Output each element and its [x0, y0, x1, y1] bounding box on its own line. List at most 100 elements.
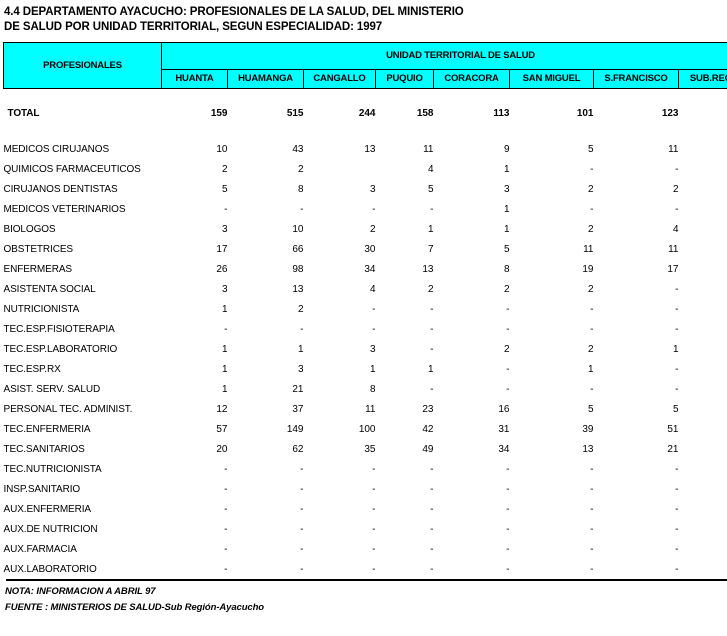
- cell-value-huanta: 17: [216, 243, 228, 255]
- cell-value-huanta: -: [224, 523, 228, 535]
- cell-value-puquio: -: [430, 343, 434, 355]
- cell-value-coracora: 5: [503, 243, 510, 255]
- cell-value-sub-region: 3: [679, 359, 727, 379]
- cell-value-huamanga: 3: [297, 363, 304, 375]
- header-unidad-territorial: UNIDAD TERRITORIAL DE SALUD: [160, 42, 727, 70]
- cell-value-cangallo: -: [372, 503, 376, 515]
- cell-value-huamanga: 66: [292, 243, 304, 255]
- row-label: TEC.ENFERMERIA: [3, 423, 91, 435]
- cell-value-coracora: 31: [498, 423, 510, 435]
- cell-value-coracora: 8: [503, 263, 510, 275]
- cell-value-puquio: 7: [427, 243, 434, 255]
- cell-value-sub-region: 1: [679, 219, 727, 239]
- cell-value-coracora: -: [506, 483, 510, 495]
- cell-value-huanta: -: [224, 503, 228, 515]
- row-label: AUX.FARMACIA: [3, 543, 77, 555]
- cell-value-coracora: 2: [503, 343, 510, 355]
- table-row: TEC.ESP.FISIOTERAPIA--------: [4, 319, 727, 339]
- cell-value-huanta: 5: [221, 183, 228, 195]
- cell-value-s-francisco: -: [675, 303, 679, 315]
- table-spacer-row: [4, 123, 727, 139]
- cell-value-coracora: 34: [498, 443, 510, 455]
- cell-value-coracora: 1: [503, 223, 510, 235]
- cell-value-sub-region: -: [679, 419, 727, 439]
- cell-value-huamanga: 98: [292, 263, 304, 275]
- cell-value-huamanga: 2: [297, 163, 304, 175]
- cell-value-huamanga: 21: [292, 383, 304, 395]
- table-row: AUX.DE NUTRICION--------: [4, 519, 727, 539]
- cell-value-coracora: -: [506, 303, 510, 315]
- cell-value-s-francisco: -: [675, 503, 679, 515]
- cell-value-sub-region: 27: [679, 399, 727, 419]
- cell-value-coracora: -: [506, 383, 510, 395]
- row-label: OBSTETRICES: [3, 243, 74, 255]
- header-profesionales: PROFESIONALES: [3, 42, 162, 89]
- cell-value: 123: [661, 108, 679, 119]
- cell-value-s-francisco: -: [675, 483, 679, 495]
- cell-value-san-miguel: 13: [582, 443, 594, 455]
- row-label: QUIMICOS FARMACEUTICOS: [3, 163, 141, 175]
- cell-value-cangallo: -: [372, 543, 376, 555]
- cell-value-puquio: -: [430, 463, 434, 475]
- cell-value-huanta: -: [224, 563, 228, 575]
- cell-value-cangallo: -: [372, 483, 376, 495]
- cell-value-cangallo: 3: [369, 183, 376, 195]
- cell-value-puquio: 11: [423, 143, 434, 155]
- table-row: TEC.SANITARIOS 20 62 35 49 34 13 211: [4, 439, 727, 459]
- cell-value-san-miguel: 1: [587, 363, 594, 375]
- cell-value-huamanga: -: [300, 203, 304, 215]
- cell-value-sub-region: -: [679, 379, 727, 399]
- header-col-puquio: PUQUIO: [375, 68, 434, 90]
- cell-value-san-miguel: -: [590, 163, 594, 175]
- cell-value-puquio: 1: [427, 223, 434, 235]
- cell-value-puquio: 5: [427, 183, 434, 195]
- cell-value: 159: [210, 108, 228, 119]
- cell-value-huamanga: -: [300, 543, 304, 555]
- cell-value-coracora: 1: [503, 163, 510, 175]
- cell-value-san-miguel: 19: [582, 263, 594, 275]
- cell-value-san-miguel: 5: [587, 143, 594, 155]
- cell-value-huamanga: 149: [286, 423, 304, 435]
- table-row: AUX.LABORATORIO--------: [4, 559, 727, 579]
- row-label: AUX.DE NUTRICION: [3, 523, 98, 535]
- cell-value-puquio: -: [430, 203, 434, 215]
- cell-value-huamanga: 8: [297, 183, 304, 195]
- table-bottom-rule: [6, 579, 727, 581]
- cell-value-sub-region: 4: [679, 239, 727, 259]
- header-col-s-francisco: S.FRANCISCO: [593, 68, 679, 90]
- cell-value-sub-region: 3: [679, 279, 727, 299]
- cell-value-huamanga: 2: [297, 303, 304, 315]
- table-body: TOTAL 159 515 244 158 113 101 123 51 MED…: [4, 89, 727, 580]
- cell-value-huamanga: 62: [292, 443, 304, 455]
- cell-value-sub-region: -: [679, 519, 727, 539]
- cell-value-coracora: -: [506, 363, 510, 375]
- cell-value-puquio: 2: [427, 283, 434, 295]
- cell-value-sub-region: 7: [679, 259, 727, 279]
- header-col-san-miguel: SAN MIGUEL: [509, 68, 594, 90]
- table-footnotes: NOTA: INFORMACION A ABRIL 97 FUENTE : MI…: [0, 581, 727, 616]
- header-row-group: PROFESIONALES UNIDAD TERRITORIAL DE SALU…: [3, 42, 727, 89]
- table-row: AUX.FARMACIA--------: [4, 539, 727, 559]
- footnote-nota: NOTA: INFORMACION A ABRIL 97: [5, 586, 156, 597]
- cell-value: 101: [576, 108, 594, 119]
- table-row: AUX.ENFERMERIA--------: [4, 499, 727, 519]
- cell-value-cangallo: 4: [369, 283, 376, 295]
- cell-value-san-miguel: 5: [587, 403, 594, 415]
- table-row: BIOLOGOS310211241: [4, 219, 727, 239]
- cell-value-s-francisco: -: [675, 363, 679, 375]
- row-label: AUX.ENFERMERIA: [3, 503, 92, 515]
- table-header: PROFESIONALES UNIDAD TERRITORIAL DE SALU…: [3, 42, 727, 90]
- cell-value-san-miguel: 11: [583, 243, 594, 255]
- cell-value-cangallo: 3: [369, 343, 376, 355]
- cell-value-huanta: 1: [221, 363, 228, 375]
- cell-value-huanta: 2: [221, 163, 228, 175]
- header-col-huanta: HUANTA: [161, 68, 228, 90]
- cell-value-s-francisco: -: [675, 203, 679, 215]
- cell-value-san-miguel: 2: [587, 183, 594, 195]
- cell-value-cangallo: 35: [364, 443, 376, 455]
- cell-value-huanta: 12: [216, 403, 228, 415]
- cell-value: 158: [416, 108, 434, 119]
- cell-value-san-miguel: 2: [587, 283, 594, 295]
